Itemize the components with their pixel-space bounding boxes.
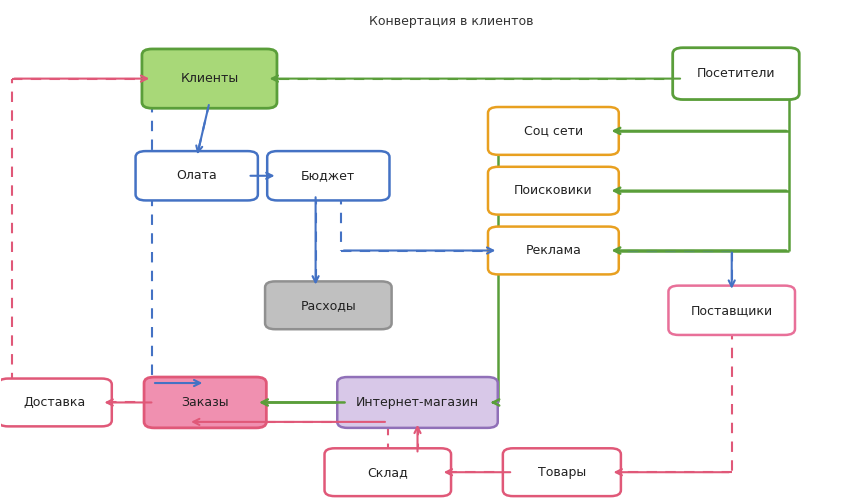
Text: Клиенты: Клиенты bbox=[181, 72, 239, 85]
Text: Расходы: Расходы bbox=[301, 299, 356, 312]
FancyBboxPatch shape bbox=[265, 282, 392, 329]
Text: Олата: Олата bbox=[176, 169, 217, 182]
Text: Реклама: Реклама bbox=[526, 244, 581, 257]
Text: Интернет-магазин: Интернет-магазин bbox=[356, 396, 479, 409]
FancyBboxPatch shape bbox=[135, 151, 258, 200]
FancyBboxPatch shape bbox=[488, 167, 619, 214]
FancyBboxPatch shape bbox=[488, 107, 619, 155]
Text: Заказы: Заказы bbox=[181, 396, 229, 409]
Text: Конвертация в клиентов: Конвертация в клиентов bbox=[369, 15, 533, 28]
FancyBboxPatch shape bbox=[268, 151, 389, 200]
Text: Поставщики: Поставщики bbox=[691, 304, 773, 317]
Text: Посетители: Посетители bbox=[697, 67, 775, 80]
Text: Соц сети: Соц сети bbox=[524, 124, 583, 137]
FancyBboxPatch shape bbox=[503, 448, 621, 496]
Text: Склад: Склад bbox=[367, 466, 408, 479]
FancyBboxPatch shape bbox=[488, 226, 619, 275]
FancyBboxPatch shape bbox=[325, 448, 451, 496]
Text: Поисковики: Поисковики bbox=[514, 184, 593, 197]
FancyBboxPatch shape bbox=[144, 377, 267, 428]
FancyBboxPatch shape bbox=[337, 377, 498, 428]
FancyBboxPatch shape bbox=[669, 286, 795, 335]
Text: Доставка: Доставка bbox=[24, 396, 86, 409]
FancyBboxPatch shape bbox=[673, 48, 799, 100]
FancyBboxPatch shape bbox=[142, 49, 277, 108]
FancyBboxPatch shape bbox=[0, 379, 112, 426]
Text: Товары: Товары bbox=[538, 466, 586, 479]
Text: Бюджет: Бюджет bbox=[302, 169, 355, 182]
